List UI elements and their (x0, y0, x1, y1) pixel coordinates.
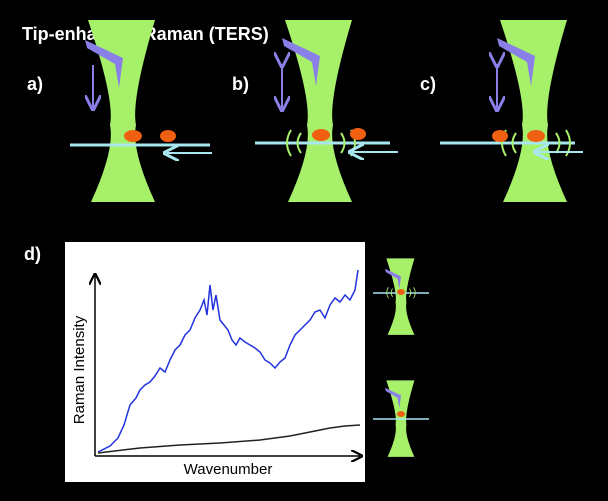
molecule (527, 130, 545, 142)
inset-ters (370, 253, 432, 339)
molecule (350, 128, 366, 140)
molecule (312, 129, 330, 141)
molecule (160, 130, 176, 142)
y-axis-label: Raman Intensity (71, 315, 88, 424)
panel-b: b) (232, 20, 398, 202)
x-axis-label: Wavenumber (184, 461, 273, 478)
molecule (492, 130, 508, 142)
panel-label: c) (420, 74, 436, 94)
molecule (124, 130, 142, 142)
panel-a: a) (27, 20, 212, 202)
panel-c: c) (420, 20, 583, 202)
panel-label: b) (232, 74, 249, 94)
figure: Tip-enhanced Raman (TERS) a) b) c) (0, 0, 608, 501)
inset-normal (370, 375, 432, 461)
panel-d: d) Wavenumber Raman Intensity (24, 242, 432, 482)
panel-label: d) (24, 244, 41, 264)
panel-label: a) (27, 74, 43, 94)
